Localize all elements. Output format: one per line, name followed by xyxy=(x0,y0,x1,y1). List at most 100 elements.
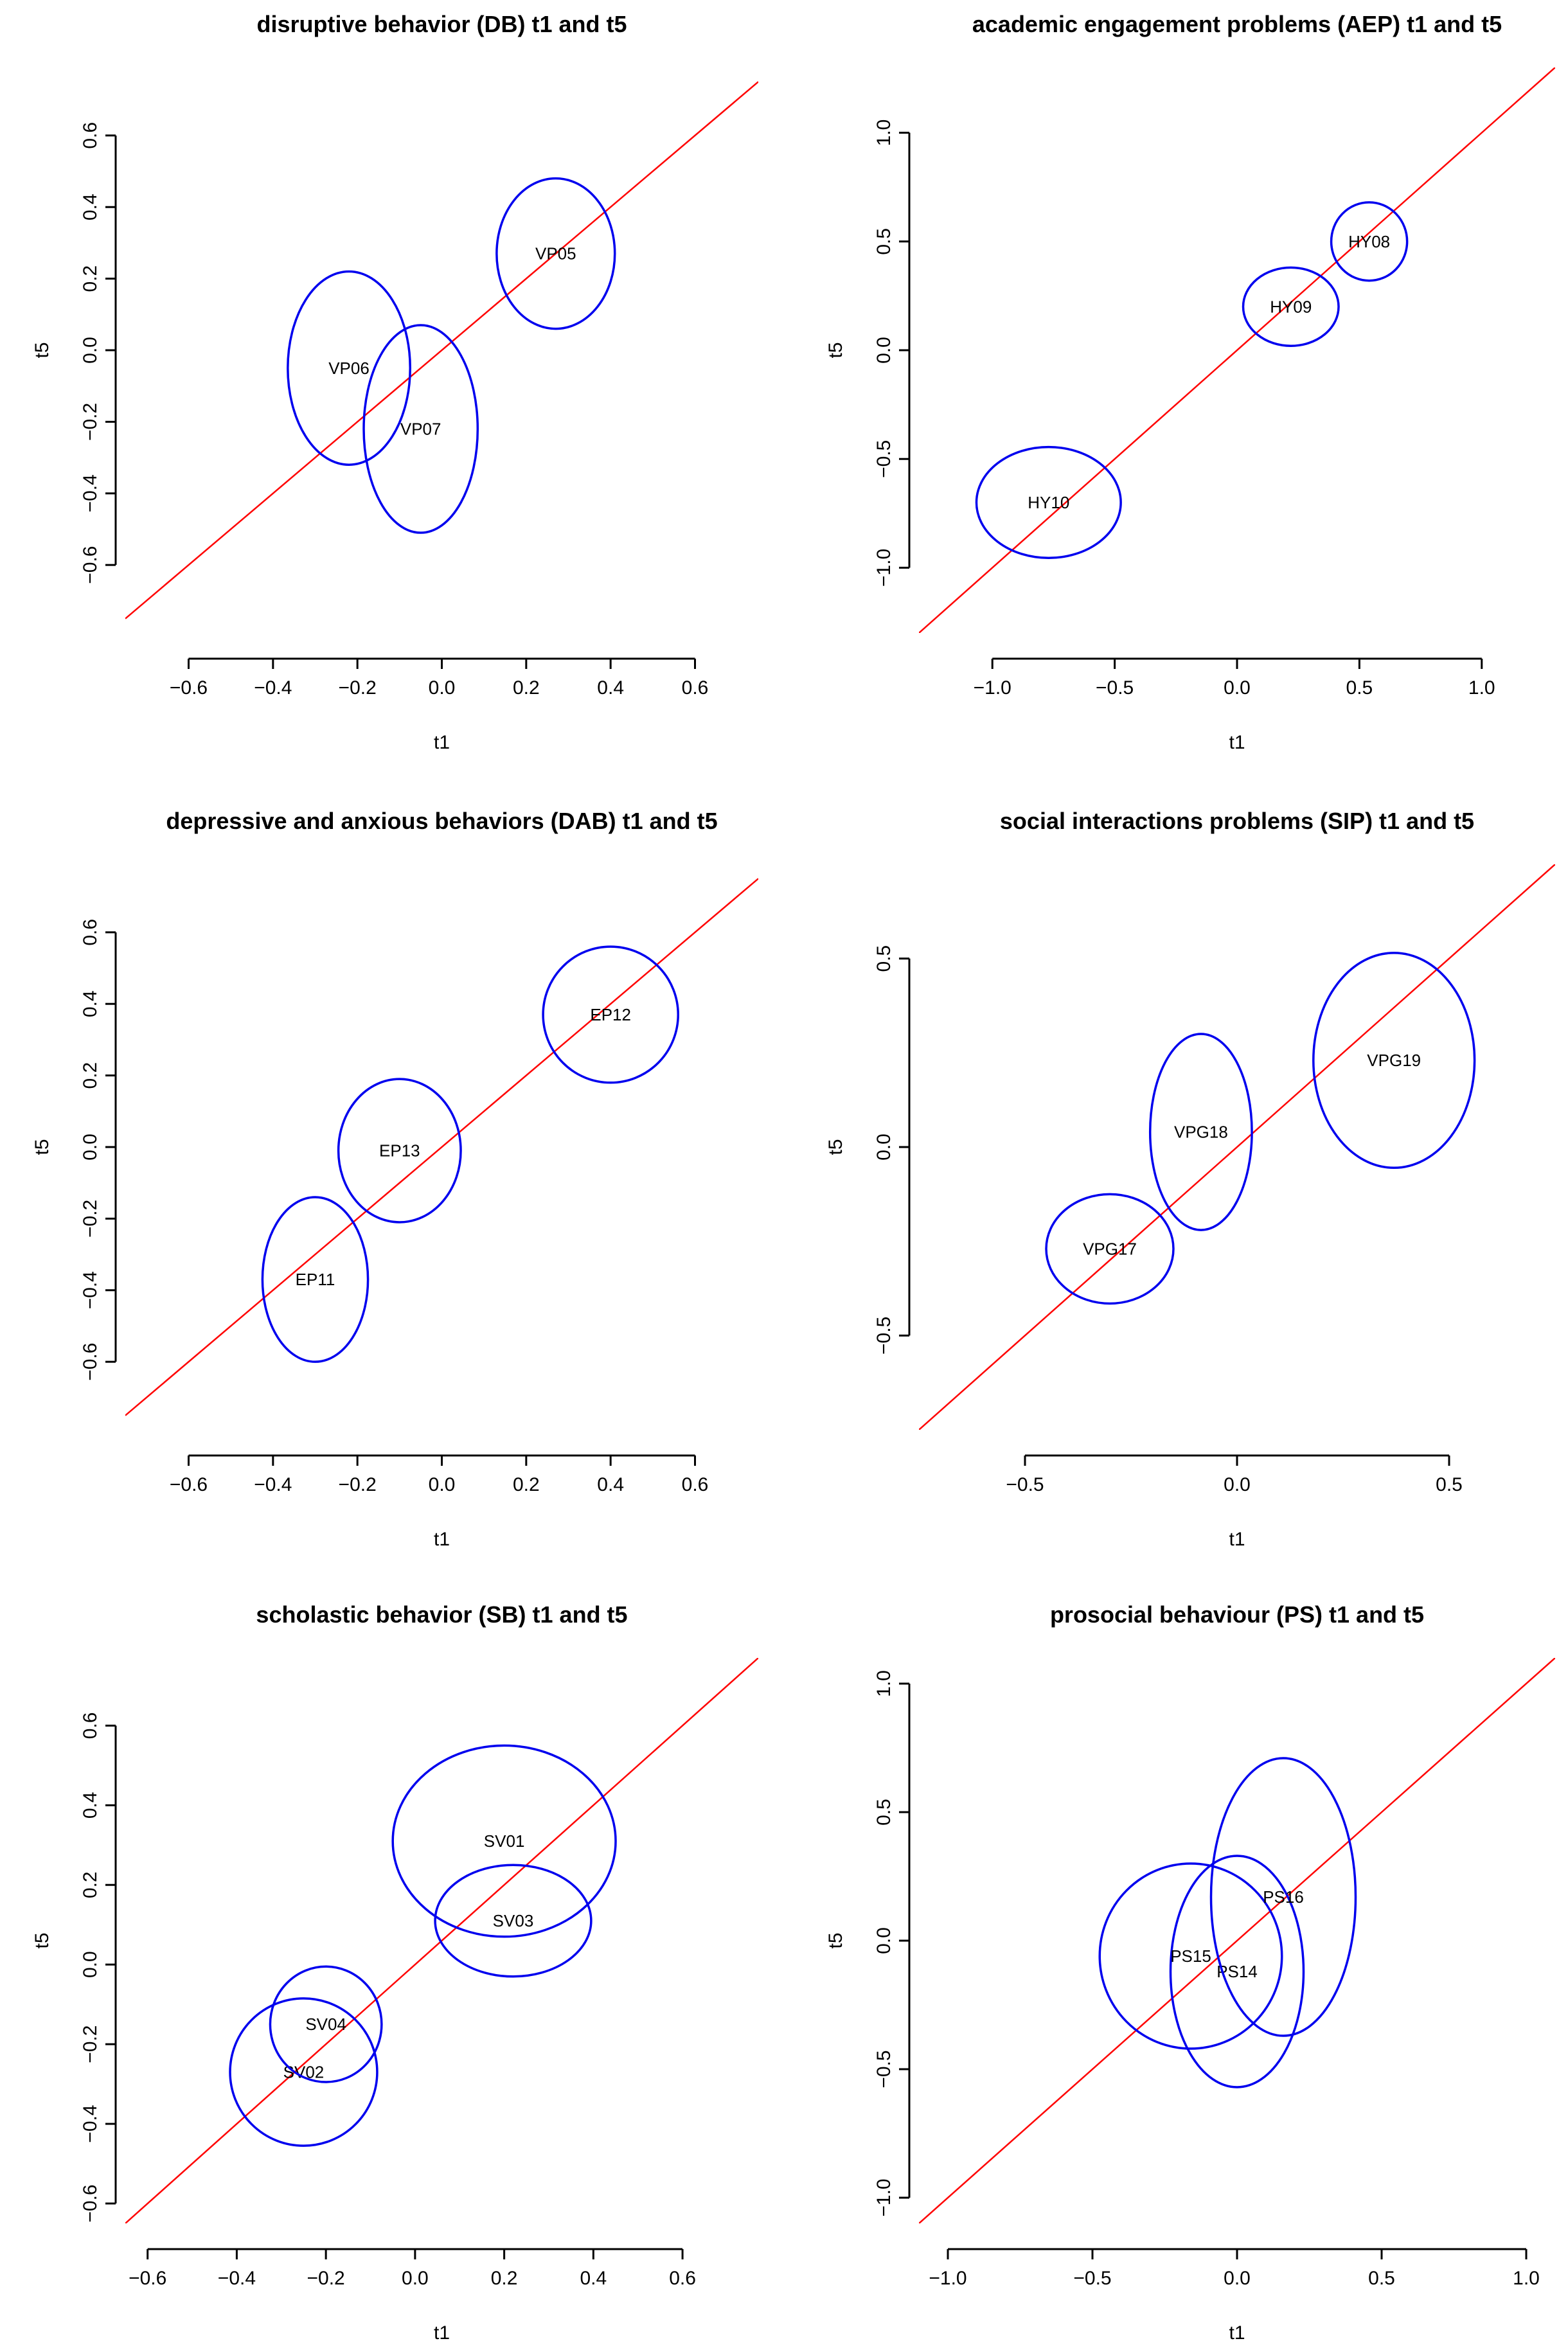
ellipse-label: EP12 xyxy=(590,1005,631,1024)
chart-panel-4: social interactions problems (SIP) t1 an… xyxy=(825,808,1555,1550)
ellipse-label: EP13 xyxy=(379,1141,420,1161)
ellipse-label: PS16 xyxy=(1263,1887,1304,1907)
x-tick-label: 0.2 xyxy=(491,2268,518,2289)
x-tick-label: −0.5 xyxy=(1006,1474,1044,1495)
reference-line xyxy=(919,864,1555,1430)
y-tick-label: 0.4 xyxy=(80,1792,101,1819)
x-tick-label: 1.0 xyxy=(1513,2268,1540,2289)
y-tick-label: −0.4 xyxy=(80,2105,101,2142)
y-tick-label: 0.5 xyxy=(873,945,895,972)
y-tick-label: −0.5 xyxy=(873,2050,895,2088)
y-tick-label: −0.5 xyxy=(873,1317,895,1355)
ellipse-label: SV02 xyxy=(283,2063,325,2082)
chart-panel-6: prosocial behaviour (PS) t1 and t5PS14PS… xyxy=(825,1601,1555,2344)
ellipse-label: EP11 xyxy=(296,1270,335,1289)
y-tick-label: 0.6 xyxy=(80,122,101,149)
confidence-ellipse-vp06 xyxy=(287,270,411,466)
y-axis-label: t5 xyxy=(825,342,846,358)
y-tick-label: −0.6 xyxy=(80,546,101,584)
chart-title: social interactions problems (SIP) t1 an… xyxy=(1000,808,1474,834)
y-tick-label: −0.6 xyxy=(80,2184,101,2222)
y-tick-label: −0.6 xyxy=(80,1343,101,1381)
y-tick-label: −1.0 xyxy=(873,549,895,587)
x-axis-label: t1 xyxy=(434,732,450,753)
x-tick-label: 0.4 xyxy=(597,1474,624,1495)
y-tick-label: 0.6 xyxy=(80,1712,101,1739)
y-axis-label: t5 xyxy=(31,1139,53,1155)
y-tick-label: 1.0 xyxy=(873,120,895,147)
reference-line xyxy=(125,878,758,1416)
x-tick-label: 0.0 xyxy=(1224,677,1251,699)
chart-title: prosocial behaviour (PS) t1 and t5 xyxy=(1050,1601,1424,1628)
y-axis-label: t5 xyxy=(825,1139,846,1155)
y-tick-label: 0.0 xyxy=(873,1927,895,1954)
ellipse-label: VPG19 xyxy=(1367,1051,1421,1070)
confidence-ellipse-hy09 xyxy=(1242,266,1340,347)
y-axis-label: t5 xyxy=(31,342,53,358)
x-tick-label: −0.6 xyxy=(170,1474,208,1495)
y-axis-label: t5 xyxy=(825,1932,846,1948)
y-tick-label: −0.2 xyxy=(80,403,101,441)
x-tick-label: −0.2 xyxy=(339,1474,377,1495)
chart-title: depressive and anxious behaviors (DAB) t… xyxy=(166,808,717,834)
x-axis-label: t1 xyxy=(434,2322,450,2344)
ellipse-label: SV03 xyxy=(493,1911,534,1930)
x-tick-label: 0.0 xyxy=(1224,2268,1251,2289)
x-tick-label: 0.2 xyxy=(513,677,540,699)
chart-panel-5: scholastic behavior (SB) t1 and t5 SV01 SV… xyxy=(31,1601,758,2344)
x-tick-label: 1.0 xyxy=(1468,677,1495,699)
y-tick-label: 0.0 xyxy=(80,1134,101,1161)
confidence-ellipse-hy08 xyxy=(1330,201,1409,282)
confidence-ellipse-vp07 xyxy=(362,324,479,534)
x-tick-label: −1.0 xyxy=(929,2268,967,2289)
y-axis-label: t5 xyxy=(31,1932,53,1948)
y-tick-label: 0.6 xyxy=(80,919,101,946)
confidence-ellipse-sv02 xyxy=(229,1997,379,2147)
ellipse-label: PS15 xyxy=(1170,1946,1211,1966)
y-tick-label: −1.0 xyxy=(873,2178,895,2216)
y-tick-label: 0.0 xyxy=(80,1951,101,1978)
confidence-ellipse-vpg17 xyxy=(1045,1193,1175,1305)
confidence-ellipse-vpg19 xyxy=(1312,952,1476,1170)
x-tick-label: 0.6 xyxy=(669,2268,696,2289)
y-tick-label: −0.2 xyxy=(80,2025,101,2063)
y-tick-label: 0.4 xyxy=(80,990,101,1017)
confidence-ellipse-ep13 xyxy=(337,1078,462,1224)
confidence-ellipse-vp05 xyxy=(495,177,616,330)
x-tick-label: −0.2 xyxy=(339,677,377,699)
confidence-ellipse-sv04 xyxy=(269,1965,383,2083)
y-tick-label: 0.0 xyxy=(80,337,101,364)
y-tick-label: 0.5 xyxy=(873,228,895,255)
x-tick-label: −0.6 xyxy=(170,677,208,699)
ellipse-label: HY10 xyxy=(1028,493,1069,512)
x-tick-label: 0.2 xyxy=(513,1474,540,1495)
x-tick-label: 0.5 xyxy=(1436,1474,1463,1495)
y-tick-label: 0.5 xyxy=(873,1799,895,1826)
ellipse-label: SV04 xyxy=(305,2015,346,2034)
x-tick-label: 0.5 xyxy=(1368,2268,1395,2289)
reference-line xyxy=(125,1658,758,2223)
x-tick-label: −0.6 xyxy=(129,2268,166,2289)
confidence-ellipse-sv01 xyxy=(391,1744,617,1938)
chart-title: academic engagement problems (AEP) t1 an… xyxy=(972,11,1502,37)
y-tick-label: −0.5 xyxy=(873,440,895,478)
x-tick-label: −0.4 xyxy=(254,677,292,699)
x-axis-label: t1 xyxy=(1229,1529,1245,1550)
x-tick-label: 0.5 xyxy=(1346,677,1373,699)
x-tick-label: −0.2 xyxy=(307,2268,345,2289)
reference-line xyxy=(919,1658,1555,2223)
y-tick-label: −0.4 xyxy=(80,1271,101,1309)
x-tick-label: 0.6 xyxy=(682,1474,709,1495)
ellipse-label: VP07 xyxy=(400,420,441,439)
x-tick-label: 0.6 xyxy=(682,677,709,699)
chart-panel-3: depressive and anxious behaviors (DAB) t… xyxy=(31,808,758,1550)
reference-line xyxy=(919,67,1555,633)
x-axis-label: t1 xyxy=(1229,732,1245,753)
ellipse-label: HY08 xyxy=(1348,232,1390,251)
y-tick-label: 1.0 xyxy=(873,1670,895,1697)
chart-panel-1: disruptive behavior (DB) t1 and t5 VP05 VP… xyxy=(31,11,758,753)
y-tick-label: 0.2 xyxy=(80,1062,101,1089)
y-tick-label: 0.0 xyxy=(873,337,895,364)
x-tick-label: 0.0 xyxy=(429,1474,456,1495)
